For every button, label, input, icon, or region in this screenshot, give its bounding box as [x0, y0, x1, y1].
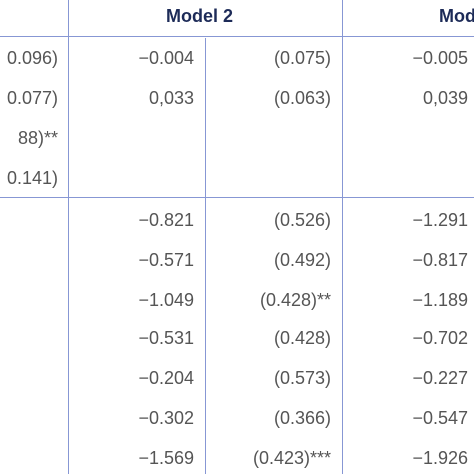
estimate-cell: −0.531 — [138, 328, 194, 348]
se-cell: (0.428)** — [259, 290, 331, 310]
estimate-cell: −1.049 — [138, 290, 194, 310]
section-rule — [0, 197, 474, 198]
estimate-cell: −0.817 — [412, 250, 468, 270]
se-cell: (0.075) — [273, 48, 331, 68]
estimate-cell: −0.302 — [138, 408, 194, 428]
estimate-cell: 0,039 — [422, 88, 468, 108]
se-cell: (0.366) — [273, 408, 331, 428]
se-cell: (0.573) — [273, 368, 331, 388]
estimate-cell: 0,033 — [148, 88, 194, 108]
estimate-cell: −1.926 — [412, 448, 468, 468]
column-rule — [68, 0, 69, 474]
estimate-cell: −1.189 — [412, 290, 468, 310]
se-cell: 0.077) — [6, 88, 58, 108]
estimate-cell: −0.702 — [412, 328, 468, 348]
se-cell: 0.141) — [6, 168, 58, 188]
estimate-cell: −0.571 — [138, 250, 194, 270]
estimate-cell: −0.204 — [138, 368, 194, 388]
estimate-cell: −0.004 — [138, 48, 194, 68]
estimate-cell: −0.547 — [412, 408, 468, 428]
estimate-cell: −0.821 — [138, 210, 194, 230]
se-cell: (0.063) — [273, 88, 331, 108]
se-cell: (0.428) — [273, 328, 331, 348]
se-cell: (0.492) — [273, 250, 331, 270]
estimate-cell: −1.291 — [412, 210, 468, 230]
se-cell: 88)** — [17, 128, 58, 148]
estimate-cell: −0.227 — [412, 368, 468, 388]
se-cell: (0.423)*** — [252, 448, 331, 468]
header-rule — [0, 36, 474, 37]
se-cell: (0.526) — [273, 210, 331, 230]
column-header: Mod — [439, 6, 474, 26]
estimate-cell: −0.005 — [412, 48, 468, 68]
column-rule — [342, 0, 343, 474]
se-cell: 0.096) — [6, 48, 58, 68]
estimate-cell: −1.569 — [138, 448, 194, 468]
column-rule — [205, 38, 206, 474]
column-header: Model 2 — [166, 6, 234, 26]
